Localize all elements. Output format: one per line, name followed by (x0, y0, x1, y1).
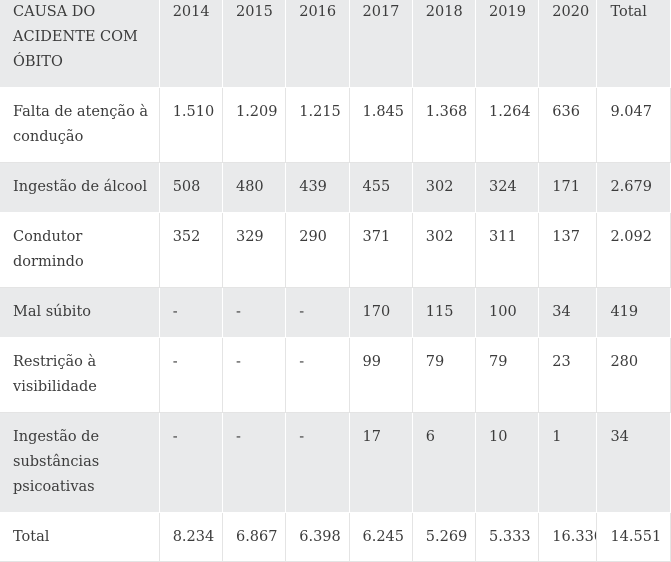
table-cell: - (159, 287, 223, 338)
table-cell: 34 (596, 412, 671, 513)
table-cell: - (285, 337, 350, 413)
column-header-2015: 2015 (222, 0, 287, 88)
table-cell: 170 (349, 287, 413, 338)
row-label: Mal súbito (0, 287, 160, 338)
table-cell: 14.551 (596, 512, 671, 562)
table-cell: 636 (538, 87, 598, 163)
table-cell: 302 (412, 162, 477, 213)
table-cell: 5.269 (412, 512, 477, 562)
table-cell: 1.368 (412, 87, 477, 163)
row-label: Falta de atenção à condução (0, 87, 160, 163)
total-row: Total 8.234 6.867 6.398 6.245 5.269 5.33… (0, 512, 671, 562)
table-cell: 6.245 (349, 512, 413, 562)
table-cell: 2.679 (596, 162, 671, 213)
table-row: Mal súbito - - - 170 115 100 34 419 (0, 287, 671, 338)
column-header-2020: 2020 (538, 0, 598, 88)
table-cell: 17 (349, 412, 413, 513)
table-cell: 1.215 (285, 87, 350, 163)
table-row: Falta de atenção à condução 1.510 1.209 … (0, 87, 671, 163)
table-row: Ingestão de álcool 508 480 439 455 302 3… (0, 162, 671, 213)
table-cell: 23 (538, 337, 598, 413)
table-cell: - (222, 287, 287, 338)
table-cell: 324 (475, 162, 540, 213)
row-label: Restrição à visibilidade (0, 337, 160, 413)
table-cell: 1.264 (475, 87, 540, 163)
table-cell: - (285, 287, 350, 338)
table-cell: 290 (285, 212, 350, 288)
table-cell: 480 (222, 162, 287, 213)
table-cell: 1.209 (222, 87, 287, 163)
table-cell: 2.092 (596, 212, 671, 288)
table-cell: 8.234 (159, 512, 223, 562)
table-row: Restrição à visibilidade - - - 99 79 79 … (0, 337, 671, 413)
table-cell: - (222, 337, 287, 413)
table-cell: 508 (159, 162, 223, 213)
table-cell: 9.047 (596, 87, 671, 163)
column-header-total: Total (596, 0, 671, 88)
row-label: Ingestão de álcool (0, 162, 160, 213)
table-cell: 137 (538, 212, 598, 288)
table-cell: 79 (412, 337, 477, 413)
row-label: Condutor dormindo (0, 212, 160, 288)
table-cell: 1.510 (159, 87, 223, 163)
table-cell: 302 (412, 212, 477, 288)
table-cell: 99 (349, 337, 413, 413)
column-header-2019: 2019 (475, 0, 540, 88)
table-cell: 371 (349, 212, 413, 288)
row-label: Ingestão de substâncias psicoativas (0, 412, 160, 513)
column-header-2014: 2014 (159, 0, 223, 88)
table-cell: 79 (475, 337, 540, 413)
table-cell: 6.398 (285, 512, 350, 562)
column-header-cause: CAUSA DO ACIDENTE COM ÓBITO (0, 0, 160, 88)
table-cell: 6.867 (222, 512, 287, 562)
table-cell: 1.845 (349, 87, 413, 163)
table-cell: 352 (159, 212, 223, 288)
table-cell: 311 (475, 212, 540, 288)
table-cell: 1 (538, 412, 598, 513)
column-header-2016: 2016 (285, 0, 350, 88)
table-row: Ingestão de substâncias psicoativas - - … (0, 412, 671, 513)
table-cell: - (285, 412, 350, 513)
table-cell: 419 (596, 287, 671, 338)
table-cell: 34 (538, 287, 598, 338)
table-cell: 6 (412, 412, 477, 513)
table-row: Condutor dormindo 352 329 290 371 302 31… (0, 212, 671, 288)
table-cell: - (222, 412, 287, 513)
table-cell: 5.333 (475, 512, 540, 562)
table-cell: - (159, 337, 223, 413)
row-label: Total (0, 512, 160, 562)
table-cell: 10 (475, 412, 540, 513)
table-cell: 115 (412, 287, 477, 338)
table-cell: 455 (349, 162, 413, 213)
table-cell: 280 (596, 337, 671, 413)
header-row: CAUSA DO ACIDENTE COM ÓBITO 2014 2015 20… (0, 0, 671, 88)
table-cell: 100 (475, 287, 540, 338)
column-header-2018: 2018 (412, 0, 477, 88)
table-cell: 171 (538, 162, 598, 213)
column-header-2017: 2017 (349, 0, 413, 88)
table-cell: 329 (222, 212, 287, 288)
table-cell: 16.330 (538, 512, 598, 562)
table-cell: - (159, 412, 223, 513)
table-cell: 439 (285, 162, 350, 213)
